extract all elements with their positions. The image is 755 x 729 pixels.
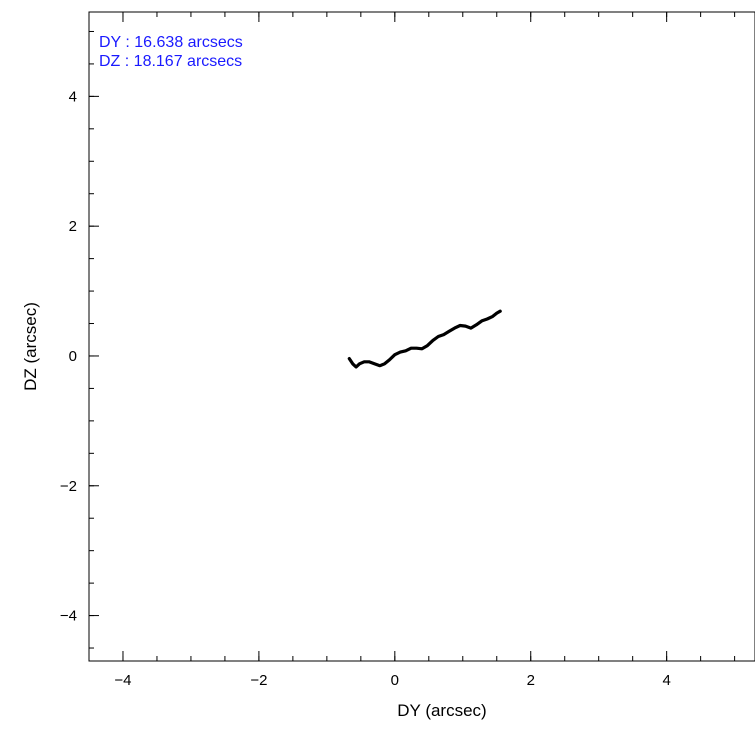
- series-group: [347, 309, 502, 369]
- y-tick-label: −4: [60, 608, 77, 625]
- y-axis-label: DZ (arcsec): [21, 302, 40, 391]
- x-tick-label: −4: [114, 672, 131, 689]
- y-tick-label: 0: [69, 348, 77, 365]
- trajectory-line: [347, 309, 502, 369]
- y-tick-label: −2: [60, 478, 77, 495]
- x-tick-label: 0: [391, 672, 399, 689]
- x-tick-label: 4: [662, 672, 670, 689]
- dy-annotation: DY : 16.638 arcsecs: [99, 34, 243, 51]
- axis-ticks: [88, 12, 736, 661]
- x-axis-label: DY (arcsec): [397, 701, 486, 720]
- y-tick-label: 2: [69, 218, 77, 235]
- plot-frame: [88, 11, 755, 662]
- axis-tick-labels: −4 −2 0 2 4 −4 −2 0 2 4: [60, 88, 671, 689]
- x-tick-label: 2: [527, 672, 535, 689]
- dz-annotation: DZ : 18.167 arcsecs: [99, 53, 242, 70]
- x-tick-label: −2: [250, 672, 267, 689]
- y-tick-label: 4: [69, 88, 77, 105]
